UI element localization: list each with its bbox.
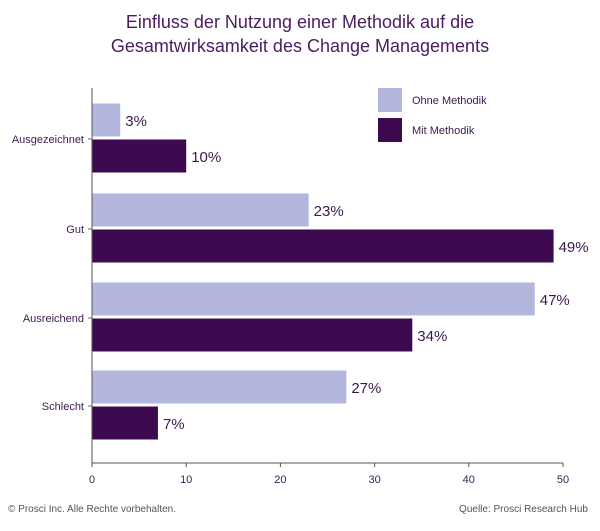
bar-chart: 3% 10% Ausgezeichnet 23% 49% Gut 47% 34% Ausreic… bbox=[12, 88, 589, 486]
x-tick-label: 0 bbox=[89, 474, 95, 486]
chart-title: Einfluss der Nutzung einer Methodik auf … bbox=[0, 10, 600, 58]
bar-ausreichend-ohne bbox=[92, 282, 535, 316]
data-label: 10% bbox=[191, 149, 221, 166]
bar-ausgezeichnet-ohne bbox=[92, 103, 121, 137]
legend-label: Ohne Methodik bbox=[412, 95, 487, 107]
copyright-notice: © Prosci Inc. Alle Rechte vorbehalten. bbox=[8, 504, 177, 515]
data-label: 23% bbox=[314, 203, 344, 220]
x-tick-label: 10 bbox=[180, 474, 192, 486]
category-label: Schlecht bbox=[42, 401, 84, 413]
chart-title-line-1: Einfluss der Nutzung einer Methodik auf … bbox=[125, 12, 475, 32]
data-label: 7% bbox=[163, 416, 185, 433]
x-tick-label: 30 bbox=[368, 474, 380, 486]
bar-gut-mit bbox=[92, 229, 554, 263]
category-label: Ausreichend bbox=[23, 313, 84, 325]
x-tick-label: 50 bbox=[557, 474, 569, 486]
source-note: Quelle: Prosci Research Hub bbox=[459, 504, 588, 515]
bar-gut-ohne bbox=[92, 193, 309, 227]
bar-ausreichend-mit bbox=[92, 318, 413, 352]
bar-schlecht-mit bbox=[92, 406, 158, 440]
data-label: 34% bbox=[417, 328, 447, 345]
chart-title-line-2: Gesamtwirksamkeit des Change Managements bbox=[110, 36, 490, 56]
legend-swatch-ohne bbox=[378, 88, 402, 112]
bar-ausgezeichnet-mit bbox=[92, 139, 187, 173]
data-label: 49% bbox=[559, 239, 589, 256]
x-tick-label: 40 bbox=[463, 474, 475, 486]
category-label: Ausgezeichnet bbox=[12, 134, 84, 146]
category-label: Gut bbox=[66, 224, 84, 236]
data-label: 27% bbox=[351, 380, 381, 397]
data-label: 3% bbox=[125, 113, 147, 130]
bar-schlecht-ohne bbox=[92, 370, 347, 404]
legend-swatch-mit bbox=[378, 118, 402, 142]
x-tick-label: 20 bbox=[274, 474, 286, 486]
data-label: 47% bbox=[540, 292, 570, 309]
legend-label: Mit Methodik bbox=[412, 125, 475, 137]
